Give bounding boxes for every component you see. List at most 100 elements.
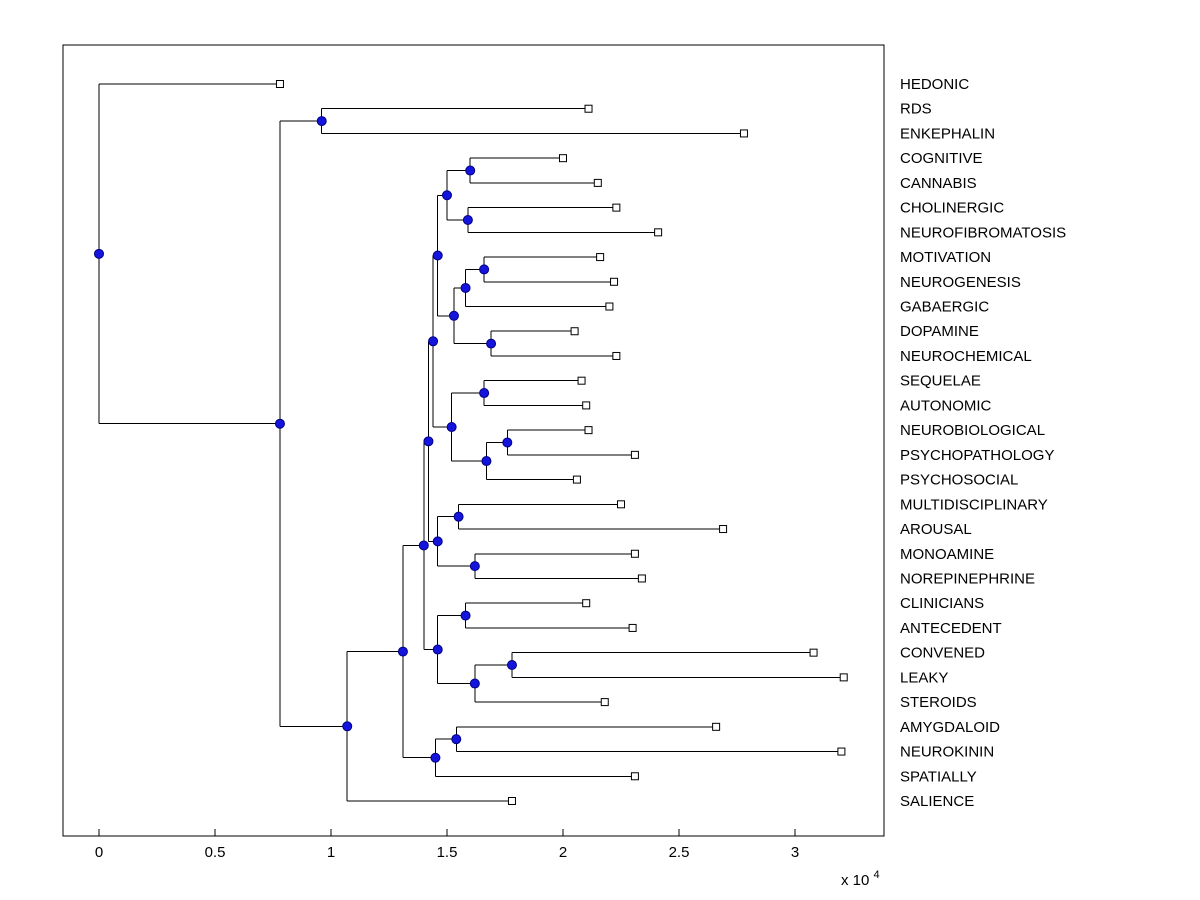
leaf-node-marker[interactable] bbox=[582, 401, 591, 410]
leaf-node-marker[interactable] bbox=[617, 500, 625, 509]
leaf-label: MONOAMINE bbox=[900, 546, 994, 563]
internal-node-marker[interactable] bbox=[448, 310, 459, 321]
internal-node-marker[interactable] bbox=[274, 418, 285, 429]
leaf-label: AMYGDALOID bbox=[900, 719, 1000, 736]
internal-node-marker[interactable] bbox=[486, 338, 497, 349]
internal-node-marker[interactable] bbox=[432, 644, 443, 655]
leaf-node-marker[interactable] bbox=[570, 327, 579, 336]
leaf-label: NOREPINEPHRINE bbox=[900, 570, 1035, 587]
leaf-label: NEUROGENESIS bbox=[900, 274, 1021, 291]
leaf-node-marker[interactable] bbox=[593, 178, 602, 187]
leaf-node-marker[interactable] bbox=[610, 277, 619, 286]
leaf-node-marker[interactable] bbox=[582, 599, 591, 608]
internal-node-marker[interactable] bbox=[460, 282, 471, 293]
leaf-label: MULTIDISCIPLINARY bbox=[900, 496, 1048, 513]
leaf-label: SALIENCE bbox=[900, 793, 974, 810]
internal-node-marker[interactable] bbox=[469, 678, 480, 689]
internal-node-marker[interactable] bbox=[462, 214, 473, 225]
leaf-label: NEUROKININ bbox=[900, 744, 994, 761]
leaf-label: COGNITIVE bbox=[900, 150, 983, 167]
leaf-node-marker[interactable] bbox=[584, 104, 593, 113]
leaf-node-marker[interactable] bbox=[712, 722, 721, 731]
leaf-node-marker[interactable] bbox=[559, 154, 567, 163]
leaf-label: CHOLINERGIC bbox=[900, 200, 1004, 217]
internal-node-marker[interactable] bbox=[432, 536, 443, 547]
leaf-node-marker[interactable] bbox=[739, 129, 748, 138]
leaf-label: RDS bbox=[900, 101, 932, 118]
internal-node-marker[interactable] bbox=[446, 422, 457, 433]
leaf-node-marker[interactable] bbox=[612, 351, 621, 360]
leaf-label: LEAKY bbox=[900, 669, 948, 686]
internal-node-marker[interactable] bbox=[94, 248, 104, 259]
leaf-label: ANTECEDENT bbox=[900, 620, 1002, 637]
internal-node-marker[interactable] bbox=[465, 165, 476, 176]
leaf-node-marker[interactable] bbox=[630, 772, 639, 781]
internal-node-marker[interactable] bbox=[481, 456, 492, 467]
leaf-node-marker[interactable] bbox=[809, 648, 818, 657]
internal-node-marker[interactable] bbox=[316, 116, 327, 127]
internal-node-marker[interactable] bbox=[432, 250, 443, 261]
leaf-node-marker[interactable] bbox=[628, 623, 637, 632]
leaf-label: PSYCHOPATHOLOGY bbox=[900, 447, 1054, 464]
leaf-node-marker[interactable] bbox=[630, 549, 639, 558]
leaf-node-marker[interactable] bbox=[837, 747, 846, 756]
leaf-node-marker[interactable] bbox=[839, 673, 848, 682]
axes-layer bbox=[62, 44, 885, 837]
internal-node-marker[interactable] bbox=[506, 660, 517, 671]
internal-node-marker[interactable] bbox=[423, 436, 434, 447]
internal-node-marker[interactable] bbox=[397, 646, 408, 657]
internal-node-marker[interactable] bbox=[342, 721, 353, 732]
leaf-label: CANNABIS bbox=[900, 175, 977, 192]
leaf-node-marker[interactable] bbox=[507, 796, 516, 805]
x-tick-label: 3 bbox=[791, 844, 799, 861]
leaf-label: SPATIALLY bbox=[900, 768, 977, 785]
axis-multiplier-exponent: 4 bbox=[874, 869, 880, 881]
leaf-label: HEDONIC bbox=[900, 76, 969, 93]
axis-multiplier-label: x 10 4 bbox=[841, 869, 880, 889]
internal-node-marker[interactable] bbox=[469, 561, 480, 572]
x-tick-label: 1.5 bbox=[437, 844, 458, 861]
leaf-node-marker[interactable] bbox=[612, 203, 621, 212]
internal-node-marker[interactable] bbox=[430, 752, 441, 763]
leaf-node-marker[interactable] bbox=[596, 253, 605, 262]
leaf-label: CLINICIANS bbox=[900, 595, 984, 612]
internal-node-marker[interactable] bbox=[479, 264, 490, 275]
x-tick-label: 0.5 bbox=[205, 844, 226, 861]
x-tick-label: 1 bbox=[327, 844, 335, 861]
leaf-label: DOPAMINE bbox=[900, 323, 979, 340]
leaf-node-marker[interactable] bbox=[637, 574, 646, 583]
leaf-label: AUTONOMIC bbox=[900, 397, 992, 414]
internal-node-marker[interactable] bbox=[479, 388, 490, 399]
leaf-node-marker[interactable] bbox=[600, 698, 609, 707]
leaf-label: SEQUELAE bbox=[900, 373, 981, 390]
internal-node-marker[interactable] bbox=[453, 511, 464, 522]
leaf-label: AROUSAL bbox=[900, 521, 972, 538]
plot-box bbox=[62, 44, 885, 837]
internal-node-marker[interactable] bbox=[428, 336, 439, 347]
internal-node-marker[interactable] bbox=[502, 437, 513, 448]
leaf-node-marker[interactable] bbox=[630, 450, 639, 459]
leaf-label: GABAERGIC bbox=[900, 299, 989, 316]
internal-node-marker[interactable] bbox=[418, 540, 429, 551]
internal-node-marker[interactable] bbox=[442, 190, 452, 201]
leaf-node-marker[interactable] bbox=[654, 228, 663, 237]
leaf-node-marker[interactable] bbox=[577, 376, 586, 385]
x-tick-label: 2 bbox=[559, 844, 567, 861]
x-tick-label: 2.5 bbox=[669, 844, 690, 861]
leaf-node-marker[interactable] bbox=[584, 426, 593, 435]
leaf-label: PSYCHOSOCIAL bbox=[900, 472, 1018, 489]
x-tick-label: 0 bbox=[95, 844, 103, 861]
leaf-label: NEUROFIBROMATOSIS bbox=[900, 224, 1066, 241]
leaf-label: ENKEPHALIN bbox=[900, 125, 995, 142]
leaf-node-marker[interactable] bbox=[719, 525, 728, 534]
leaf-label: NEUROBIOLOGICAL bbox=[900, 422, 1045, 439]
leaf-node-marker[interactable] bbox=[275, 80, 284, 88]
internal-node-marker[interactable] bbox=[451, 734, 462, 745]
leaf-node-marker[interactable] bbox=[605, 302, 614, 311]
internal-node-marker[interactable] bbox=[460, 610, 471, 621]
branches-layer bbox=[98, 83, 844, 802]
leaf-node-marker[interactable] bbox=[572, 475, 581, 484]
leaf-label: NEUROCHEMICAL bbox=[900, 348, 1032, 365]
